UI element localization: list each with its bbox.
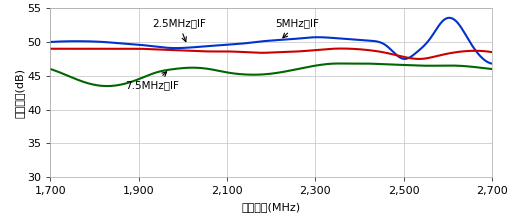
Text: 2.5MHz低IF: 2.5MHz低IF — [152, 18, 206, 42]
Text: 7.5MHz低IF: 7.5MHz低IF — [125, 72, 179, 90]
X-axis label: 输入频率(MHz): 输入频率(MHz) — [242, 202, 301, 212]
Y-axis label: 镜像抑制(dB): 镜像抑制(dB) — [14, 68, 25, 118]
Text: 5MHz低IF: 5MHz低IF — [275, 18, 319, 38]
